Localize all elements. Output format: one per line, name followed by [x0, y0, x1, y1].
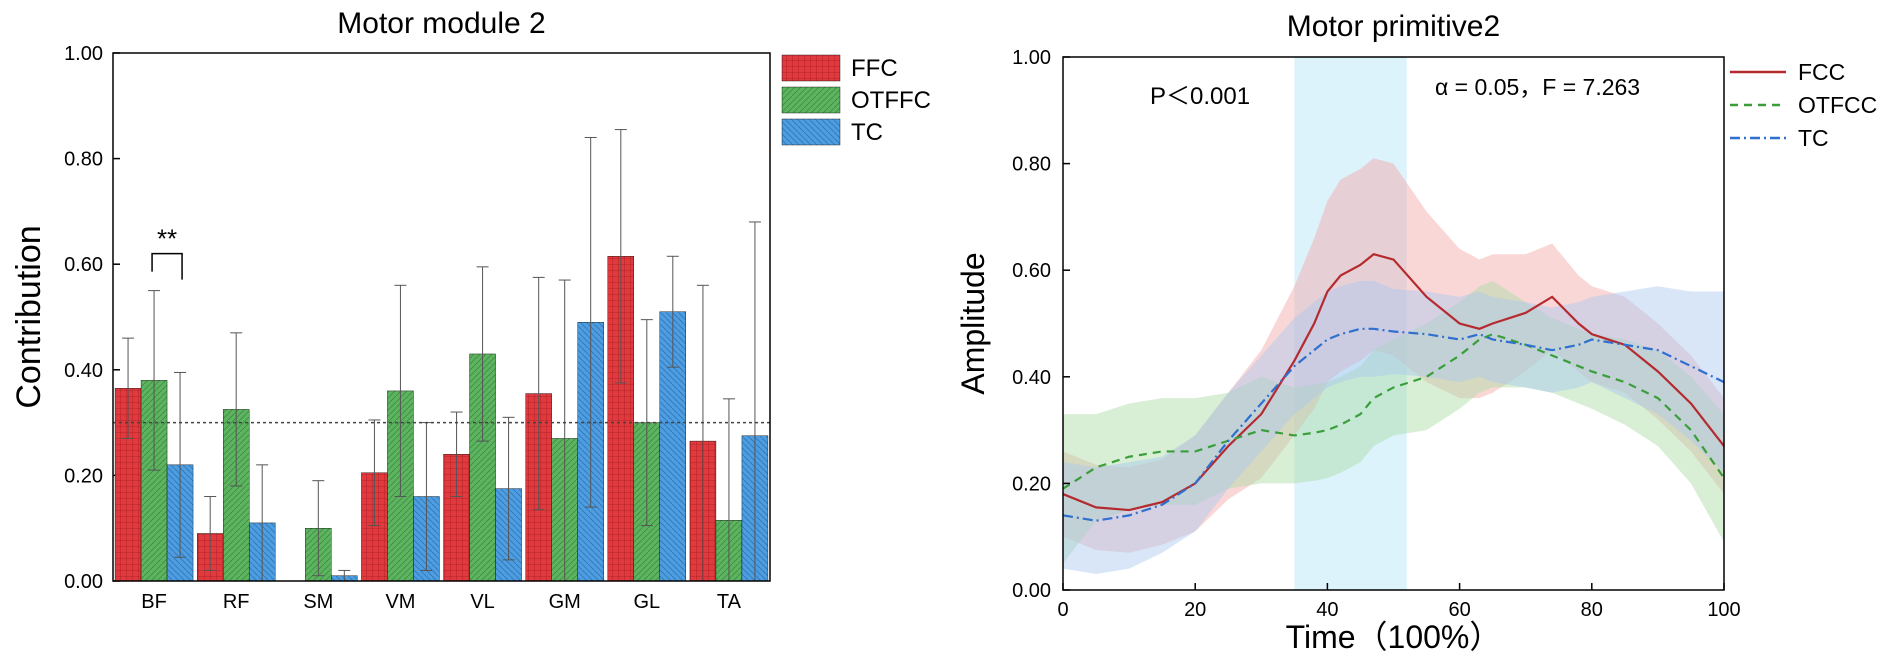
x-tick-label: SM [303, 591, 333, 613]
legend-swatch-otffc [781, 86, 841, 114]
p-value-annotation: P＜0.001 [1150, 83, 1250, 110]
legend-label-fcc: FCC [1798, 59, 1845, 85]
band-tc [1063, 280, 1724, 575]
y-tick-label: 0.00 [1012, 580, 1051, 602]
x-tick-label: 40 [1316, 599, 1338, 621]
plot-frame [112, 52, 771, 582]
legend-label-otffc: OTFFC [851, 87, 931, 114]
line-chart-motor-primitive: Motor primitive2 Amplitude Time（100%） 0.00 0… [955, 10, 1877, 655]
x-tick-label: VL [470, 591, 494, 613]
y-tick-label: 0.60 [1012, 260, 1051, 282]
x-tick-label: 0 [1057, 599, 1068, 621]
y-tick-label: 0.40 [1012, 367, 1051, 389]
y-tick-label: 0.00 [64, 571, 103, 593]
band-fcc [1063, 158, 1724, 553]
y-axis-label: Amplitude [955, 252, 991, 394]
y-tick-label: 1.00 [64, 43, 103, 65]
chart-title: Motor module 2 [337, 7, 545, 40]
plot-frame [1062, 56, 1725, 591]
f-statistic-annotation: α = 0.05，F = 7.263 [1435, 74, 1640, 100]
y-tick-label: 1.00 [1012, 47, 1051, 69]
x-tick-label: RF [223, 591, 250, 613]
y-tick-label: 0.80 [64, 149, 103, 171]
bar-chart-motor-module: Motor module 2 Contribution 0.00 0.20 0.40 0.… [10, 7, 931, 613]
x-tick-label: GL [633, 591, 660, 613]
x-axis-label: Time（100%） [1286, 619, 1502, 655]
y-tick-label: 0.80 [1012, 154, 1051, 176]
x-tick-label: BF [141, 591, 167, 613]
y-tick-label: 0.40 [64, 360, 103, 382]
x-tick-label: VM [385, 591, 415, 613]
legend-swatch-tc [781, 118, 841, 146]
x-tick-label: 80 [1581, 599, 1603, 621]
legend-label-ffc: FFC [851, 55, 898, 82]
y-tick-label: 0.20 [1012, 473, 1051, 495]
x-tick-label: 60 [1448, 599, 1470, 621]
x-tick-label: 100 [1707, 599, 1740, 621]
legend-label-otfcc: OTFCC [1798, 92, 1877, 118]
legend-label-tc: TC [851, 119, 883, 146]
legend-label-tc: TC [1798, 125, 1829, 151]
significance-bracket [151, 252, 183, 280]
x-tick-label: TA [717, 591, 742, 613]
legend-swatch-ffc [781, 54, 841, 82]
y-axis-label: Contribution [10, 225, 48, 408]
chart-title: Motor primitive2 [1287, 10, 1500, 43]
y-tick-label: 0.20 [64, 465, 103, 487]
band-otfcc [1063, 280, 1724, 564]
line-otfcc [1062, 332, 1725, 490]
line-tc [1062, 327, 1725, 522]
y-tick-label: 0.60 [64, 254, 103, 276]
significance-marker: ** [157, 224, 177, 254]
x-tick-label: 20 [1184, 599, 1206, 621]
x-tick-label: GM [549, 591, 581, 613]
